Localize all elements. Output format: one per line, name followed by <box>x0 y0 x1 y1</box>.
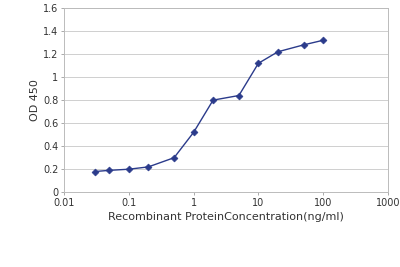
Y-axis label: OD 450: OD 450 <box>30 79 40 121</box>
X-axis label: Recombinant ProteinConcentration(ng/ml): Recombinant ProteinConcentration(ng/ml) <box>108 212 344 222</box>
